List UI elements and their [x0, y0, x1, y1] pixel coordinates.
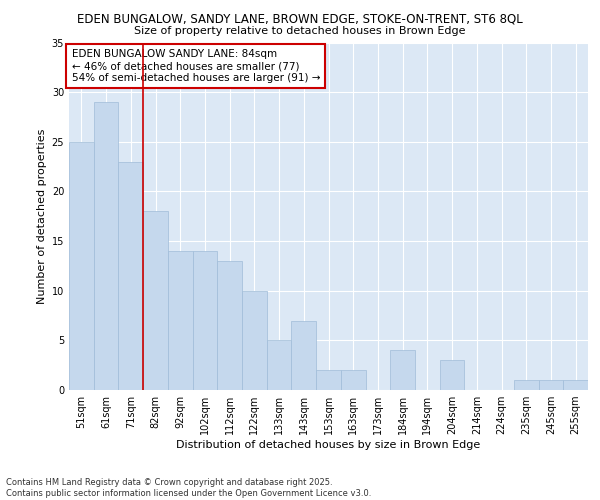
- Bar: [267, 340, 292, 390]
- Bar: [168, 251, 193, 390]
- Text: Size of property relative to detached houses in Brown Edge: Size of property relative to detached ho…: [134, 26, 466, 36]
- Bar: [563, 380, 588, 390]
- Bar: [69, 142, 94, 390]
- Bar: [514, 380, 539, 390]
- Bar: [341, 370, 365, 390]
- Bar: [390, 350, 415, 390]
- Bar: [94, 102, 118, 390]
- Bar: [193, 251, 217, 390]
- Bar: [440, 360, 464, 390]
- Bar: [242, 290, 267, 390]
- Bar: [217, 261, 242, 390]
- Y-axis label: Number of detached properties: Number of detached properties: [37, 128, 47, 304]
- Text: Contains HM Land Registry data © Crown copyright and database right 2025.
Contai: Contains HM Land Registry data © Crown c…: [6, 478, 371, 498]
- X-axis label: Distribution of detached houses by size in Brown Edge: Distribution of detached houses by size …: [176, 440, 481, 450]
- Text: EDEN BUNGALOW SANDY LANE: 84sqm
← 46% of detached houses are smaller (77)
54% of: EDEN BUNGALOW SANDY LANE: 84sqm ← 46% of…: [71, 50, 320, 82]
- Bar: [316, 370, 341, 390]
- Text: EDEN BUNGALOW, SANDY LANE, BROWN EDGE, STOKE-ON-TRENT, ST6 8QL: EDEN BUNGALOW, SANDY LANE, BROWN EDGE, S…: [77, 12, 523, 26]
- Bar: [292, 320, 316, 390]
- Bar: [118, 162, 143, 390]
- Bar: [539, 380, 563, 390]
- Bar: [143, 212, 168, 390]
